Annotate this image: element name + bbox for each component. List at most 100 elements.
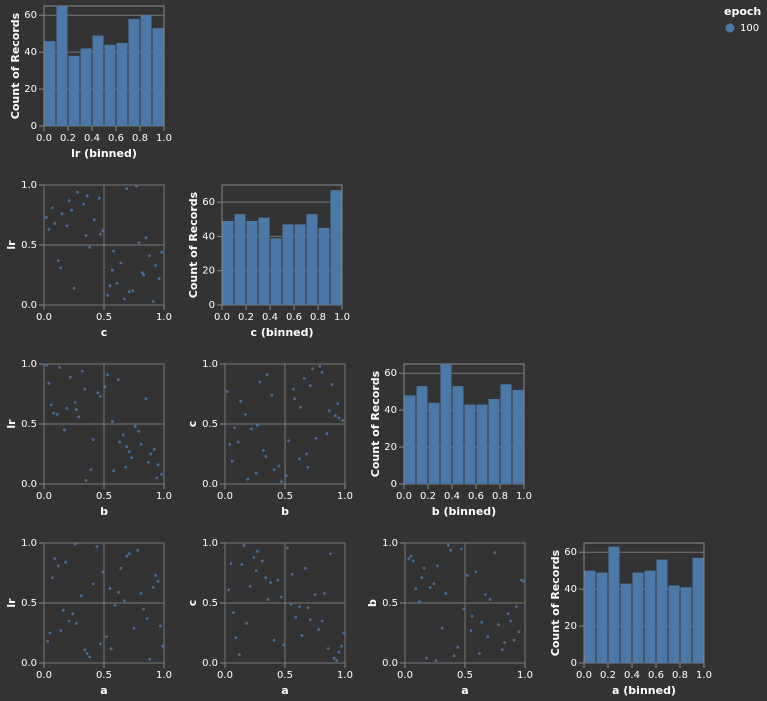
y-tick-label: 60 [564,547,577,558]
point [91,438,95,441]
point [250,427,253,431]
bar [68,55,80,126]
bar [596,572,608,663]
point [265,373,269,377]
point [144,236,148,240]
point [418,600,421,604]
point [512,638,516,642]
point [260,559,264,563]
point [293,397,296,401]
point [233,426,237,429]
point [323,592,326,595]
point [515,605,518,608]
y-tick-label: 20 [564,621,577,632]
bar [632,572,644,663]
point [232,611,235,614]
x-tick-label: 0.4 [624,670,640,681]
bar [476,404,488,484]
point [425,656,428,660]
point [106,373,109,377]
x-axis-title: b [281,505,289,518]
y-tick-label: 0.0 [21,300,37,311]
point [156,463,160,467]
x-tick-label: 0.2 [238,312,254,323]
point [456,646,460,649]
point [469,629,473,632]
bar [440,364,452,484]
bar [512,389,524,484]
bar [318,227,330,305]
x-tick-label: 0.0 [214,312,230,323]
point [497,623,500,626]
bar [488,399,500,484]
point [334,414,337,417]
point [148,254,152,258]
y-tick-label: 40 [202,231,215,242]
point [142,607,146,611]
point [111,268,114,272]
point [326,647,330,650]
point [446,544,450,547]
point [60,212,64,216]
bar [128,18,140,126]
y-axis-title: Count of Records [369,370,382,477]
x-tick-label: 1.0 [696,670,712,681]
point [75,408,78,411]
point [246,477,250,481]
x-tick-label: 1.0 [337,670,353,681]
y-tick-label: 0.5 [21,419,37,430]
point [119,261,123,265]
x-tick-label: 0.6 [468,491,484,502]
x-tick-label: 0.2 [60,133,76,144]
point [157,277,161,280]
y-tick-label: 0.5 [21,598,37,609]
y-axis-title: lr [5,419,18,429]
point [320,619,324,623]
point [45,363,48,367]
point [97,196,101,200]
y-tick-label: 40 [24,47,37,58]
point [125,445,129,449]
x-axis-title: lr (binned) [71,147,137,160]
x-tick-label: 1.0 [156,312,172,323]
point [239,399,243,403]
point [308,618,312,622]
point [127,450,131,453]
point [45,216,48,219]
y-tick-label: 0.0 [202,479,218,490]
point [79,594,83,598]
point [311,367,314,371]
point [73,542,77,546]
point [81,369,84,373]
point [407,557,410,560]
point [320,371,324,374]
point [125,554,129,558]
point [59,266,63,270]
x-axis-title: a (binned) [612,684,676,697]
point [91,582,95,586]
y-tick-label: 0.5 [202,419,218,430]
point [71,612,75,616]
x-tick-label: 0.6 [648,670,664,681]
point [70,208,73,212]
point [67,619,71,623]
point [84,234,88,237]
y-tick-label: 0.0 [21,479,37,490]
point [131,289,135,292]
y-tick-label: 0.5 [382,598,398,609]
point [282,643,286,647]
point [137,429,141,433]
x-tick-label: 0.0 [576,670,592,681]
x-tick-label: 0.5 [277,491,293,502]
y-tick-label: 20 [24,84,37,95]
point [144,397,148,401]
x-tick-label: 0.8 [492,491,508,502]
y-axis-title: lr [5,240,18,250]
point [452,654,456,658]
point [317,628,320,631]
bar [116,42,128,126]
point [106,294,109,297]
point [58,366,61,369]
